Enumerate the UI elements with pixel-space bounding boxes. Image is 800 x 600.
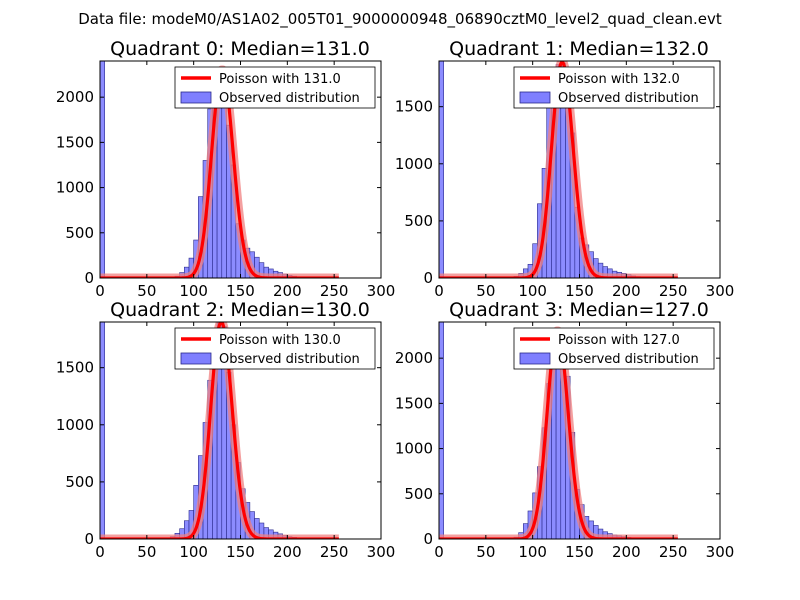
x-tick-label: 200	[273, 543, 302, 561]
x-tick-label: 100	[518, 543, 547, 561]
histogram-bar	[100, 61, 105, 278]
figure-title: Data file: modeM0/AS1A02_005T01_90000009…	[78, 10, 722, 29]
x-tick-label: 200	[273, 282, 302, 300]
x-tick-label: 50	[476, 543, 495, 561]
x-tick-label: 150	[226, 282, 255, 300]
histogram-bar	[100, 322, 105, 539]
y-tick-label: 1000	[56, 416, 94, 434]
x-tick-label: 300	[367, 543, 396, 561]
x-tick-label: 0	[434, 543, 444, 561]
subplot-title: Quadrant 2: Median=130.0	[110, 299, 370, 321]
legend-line-label: Poisson with 131.0	[219, 72, 341, 87]
legend: Poisson with 130.0 Observed distribution	[174, 327, 376, 370]
x-tick-label: 200	[612, 282, 641, 300]
x-tick-label: 0	[95, 543, 105, 561]
legend-bar-swatch	[519, 352, 551, 365]
legend-bar-swatch	[180, 91, 212, 104]
panel-quadrant-0: Quadrant 0: Median=131.0 0 50 100 150 200 250…	[56, 38, 396, 300]
histogram-bar	[439, 322, 444, 539]
legend-line-label: Poisson with 127.0	[558, 333, 680, 348]
panel-quadrant-1: Quadrant 1: Median=132.0 0 50 100 150 200 250…	[395, 38, 735, 300]
legend: Poisson with 131.0 Observed distribution	[174, 66, 376, 109]
x-tick-label: 250	[320, 282, 349, 300]
y-tick-label: 0	[84, 530, 94, 548]
y-tick-label: 1500	[395, 98, 433, 116]
legend-bar-label: Observed distribution	[219, 352, 360, 367]
y-tick-label: 2000	[395, 349, 433, 367]
x-tick-label: 100	[179, 282, 208, 300]
x-tick-label: 50	[137, 282, 156, 300]
panel-quadrant-3: Quadrant 3: Median=127.0 0 50 100 150 200 250…	[395, 299, 735, 561]
y-tick-label: 1500	[56, 359, 94, 377]
x-tick-label: 250	[659, 282, 688, 300]
y-tick-label: 500	[65, 473, 94, 491]
y-tick-label: 1000	[395, 440, 433, 458]
y-tick-label: 1500	[395, 394, 433, 412]
legend: Poisson with 127.0 Observed distribution	[513, 327, 715, 370]
x-tick-label: 0	[95, 282, 105, 300]
y-tick-label: 1000	[56, 179, 94, 197]
legend-line-label: Poisson with 130.0	[219, 333, 341, 348]
legend: Poisson with 132.0 Observed distribution	[513, 66, 715, 109]
x-tick-label: 150	[226, 543, 255, 561]
y-tick-label: 500	[404, 212, 433, 230]
subplot-title: Quadrant 0: Median=131.0	[110, 38, 370, 60]
y-tick-label: 0	[84, 269, 94, 287]
subplot-title: Quadrant 3: Median=127.0	[449, 299, 709, 321]
x-tick-label: 100	[179, 543, 208, 561]
x-tick-label: 300	[367, 282, 396, 300]
y-tick-label: 500	[404, 485, 433, 503]
legend-line-label: Poisson with 132.0	[558, 72, 680, 87]
y-tick-label: 500	[65, 224, 94, 242]
x-tick-label: 250	[659, 543, 688, 561]
legend-bar-label: Observed distribution	[558, 352, 699, 367]
histogram-bar	[439, 61, 444, 278]
legend-bar-label: Observed distribution	[219, 91, 360, 106]
y-tick-label: 0	[423, 530, 433, 548]
legend-bar-swatch	[519, 91, 551, 104]
x-tick-label: 150	[565, 282, 594, 300]
plot-area	[100, 322, 343, 539]
panel-quadrant-2: Quadrant 2: Median=130.0 0 50 100 150 200 250…	[56, 299, 396, 561]
x-tick-label: 50	[476, 282, 495, 300]
subplot-title: Quadrant 1: Median=132.0	[449, 38, 709, 60]
poisson-curve	[100, 322, 340, 539]
y-tick-label: 1000	[395, 155, 433, 173]
y-tick-label: 0	[423, 269, 433, 287]
legend-bar-label: Observed distribution	[558, 91, 699, 106]
x-tick-label: 150	[565, 543, 594, 561]
x-tick-label: 0	[434, 282, 444, 300]
x-tick-label: 50	[137, 543, 156, 561]
y-tick-label: 2000	[56, 88, 94, 106]
legend-bar-swatch	[180, 352, 212, 365]
y-tick-label: 1500	[56, 133, 94, 151]
x-tick-label: 250	[320, 543, 349, 561]
histogram-bar	[221, 97, 227, 278]
x-tick-label: 300	[706, 282, 735, 300]
x-tick-label: 300	[706, 543, 735, 561]
x-tick-label: 100	[518, 282, 547, 300]
x-tick-label: 200	[612, 543, 641, 561]
